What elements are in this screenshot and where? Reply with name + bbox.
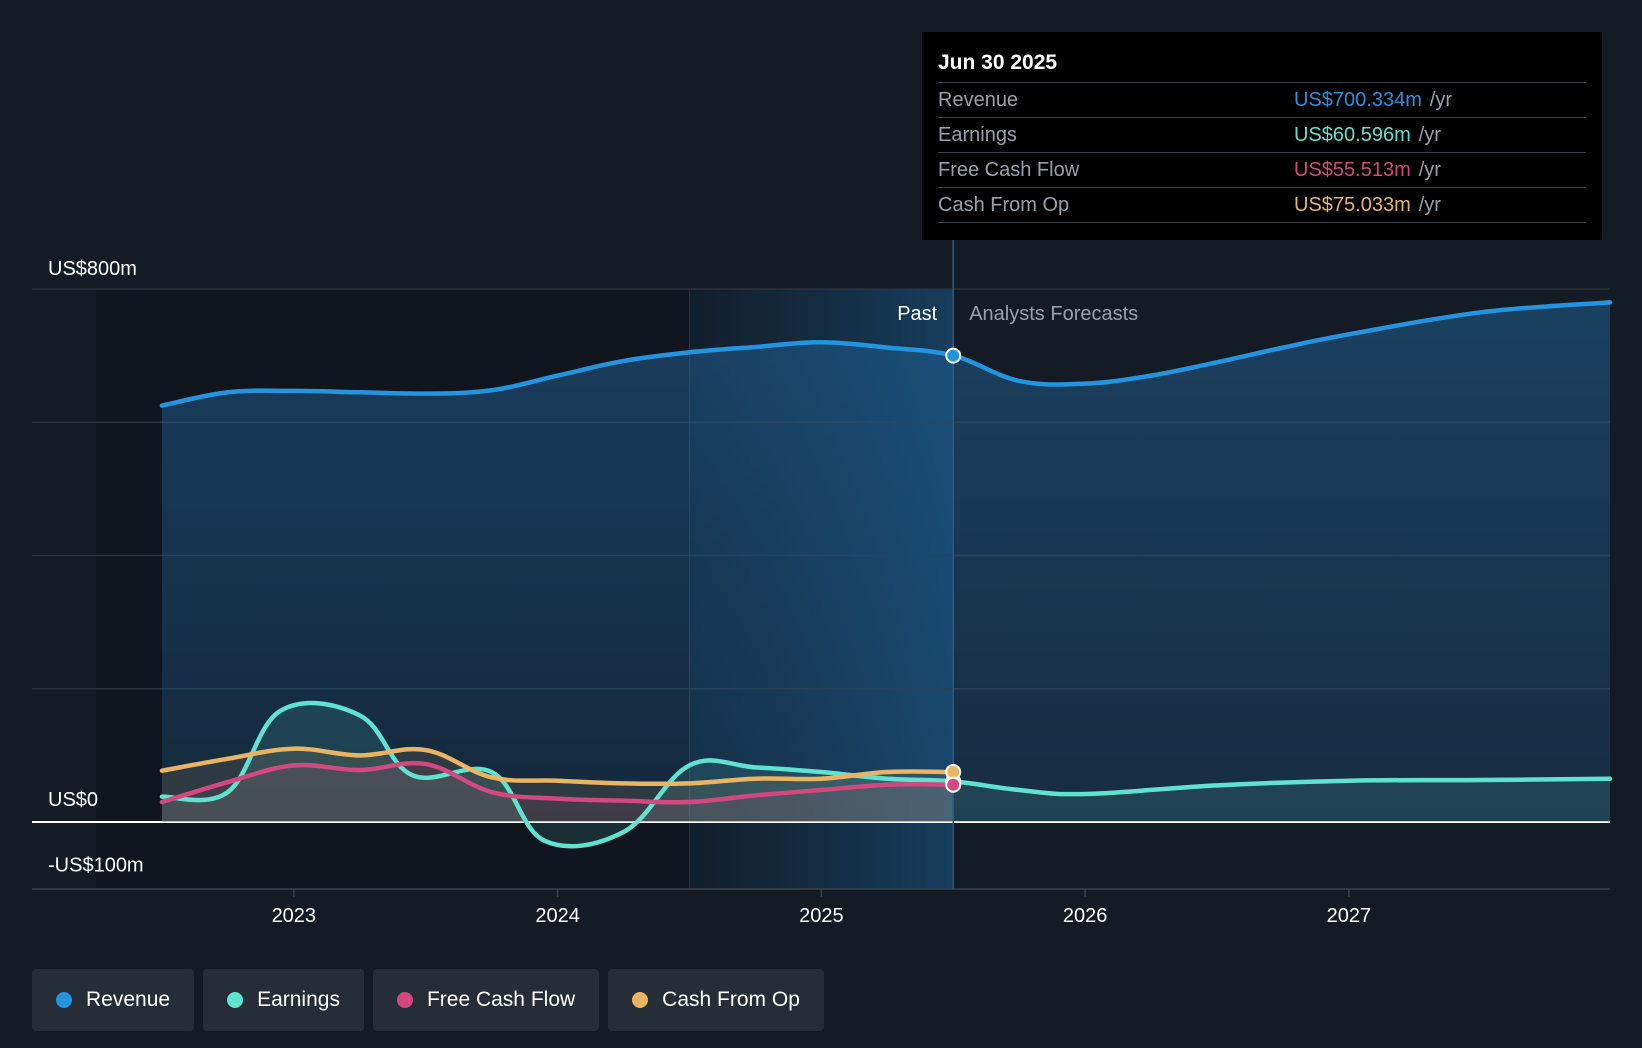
tooltip-series-value: US$55.513m — [1294, 159, 1411, 181]
series-area-0 — [161, 703, 1610, 847]
y-axis-label: US$0 — [48, 789, 98, 811]
series-line-2 — [159, 760, 956, 805]
tooltip-series-name: Revenue — [938, 89, 1019, 111]
tooltip-series-name: Earnings — [938, 124, 1017, 146]
tooltip-row-free-cash-flow: Free Cash Flow US$55.513m /yr — [938, 152, 1586, 187]
legend-item-cash-from-op[interactable]: Cash From Op — [608, 969, 824, 1031]
x-tick-label: 2025 — [799, 905, 844, 927]
series-line-1 — [159, 700, 1613, 849]
past-label: Past — [897, 303, 937, 325]
series-marker-0 — [945, 347, 962, 364]
series-marker-2 — [945, 776, 962, 793]
y-axis-label: US$800m — [48, 258, 137, 280]
legend: Revenue Earnings Free Cash Flow Cash Fro… — [32, 969, 824, 1031]
legend-dot-icon — [396, 992, 413, 1008]
legend-label: Cash From Op — [662, 988, 800, 1011]
legend-item-earnings[interactable]: Earnings — [203, 969, 364, 1031]
x-tick-label: 2027 — [1327, 905, 1372, 927]
tooltip-date: Jun 30 2025 — [938, 51, 1058, 74]
legend-item-revenue[interactable]: Revenue — [32, 969, 195, 1031]
tooltip-series-value: US$60.596m — [1294, 124, 1411, 146]
tooltip-unit: /yr — [1418, 194, 1441, 216]
series-area-2 — [161, 748, 954, 822]
tooltip-series-value: US$75.033m — [1294, 194, 1411, 216]
tooltip-unit: /yr — [1429, 89, 1453, 111]
tooltip: Jun 30 2025 Revenue US$700.334m /yr Earn… — [922, 32, 1602, 240]
tooltip-unit: /yr — [1418, 124, 1441, 146]
forecast-label: Analysts Forecasts — [969, 303, 1138, 325]
revenue-area — [161, 302, 1610, 822]
tooltip-series-name: Free Cash Flow — [938, 159, 1080, 181]
legend-label: Revenue — [86, 988, 171, 1011]
series-area-1 — [161, 763, 954, 822]
legend-dot-icon — [56, 992, 72, 1008]
tooltip-row-revenue: Revenue US$700.334m /yr — [938, 82, 1586, 117]
series-line-0 — [159, 300, 1613, 408]
legend-label: Free Cash Flow — [426, 988, 576, 1011]
tooltip-row-earnings: Earnings US$60.596m /yr — [938, 117, 1586, 152]
legend-item-free-cash-flow[interactable]: Free Cash Flow — [372, 969, 600, 1031]
tooltip-series-value: US$700.334m — [1294, 89, 1422, 111]
legend-dot-icon — [632, 992, 649, 1008]
x-tick-label: 2024 — [535, 905, 580, 927]
tooltip-row-cash-from-op: Cash From Op US$75.033m /yr — [938, 187, 1586, 223]
x-tick-label: 2023 — [272, 905, 317, 927]
tooltip-unit: /yr — [1418, 159, 1441, 181]
legend-label: Earnings — [257, 988, 340, 1011]
y-axis-label: -US$100m — [48, 855, 144, 877]
x-tick-label: 2026 — [1063, 905, 1108, 927]
legend-dot-icon — [227, 992, 244, 1008]
series-line-3 — [159, 746, 956, 787]
tooltip-series-name: Cash From Op — [938, 194, 1070, 216]
